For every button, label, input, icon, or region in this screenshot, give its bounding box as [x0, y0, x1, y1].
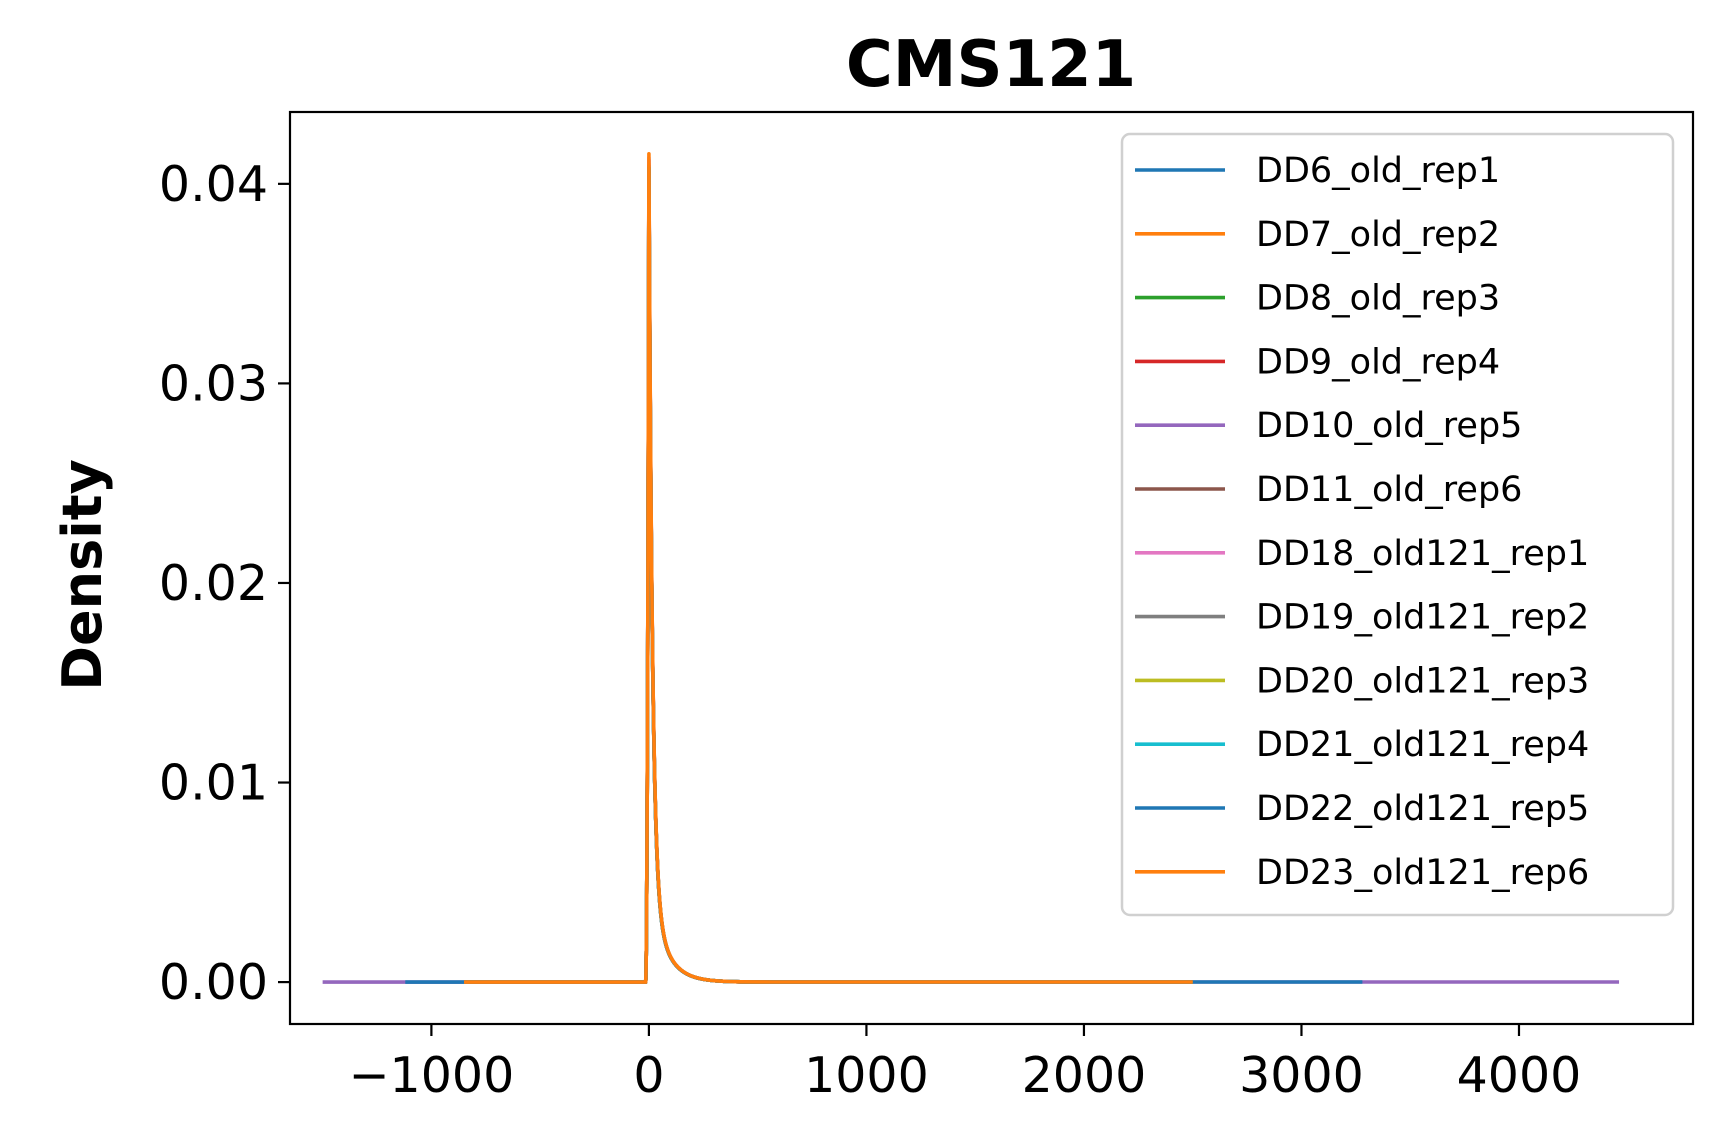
- series-line-6: [464, 169, 1193, 984]
- series-line-2: [464, 162, 1193, 984]
- y-tick-label: 0.00: [159, 954, 268, 1011]
- legend-label: DD22_old121_rep5: [1256, 789, 1589, 829]
- legend-label: DD19_old121_rep2: [1256, 598, 1589, 638]
- series-line-7: [464, 156, 1193, 984]
- legend-label: DD11_old_rep6: [1256, 470, 1522, 510]
- x-tick-label: 3000: [1239, 1047, 1364, 1104]
- legend: DD6_old_rep1 DD7_old_rep2 DD8_old_rep3 DD9_…: [1120, 132, 1675, 917]
- y-tick-label: 0.03: [159, 355, 268, 412]
- x-tick-label: −1000: [349, 1047, 515, 1104]
- series-line-10: [464, 167, 1193, 984]
- legend-label: DD8_old_rep3: [1256, 279, 1500, 319]
- x-tick-label: 1000: [804, 1047, 929, 1104]
- series-line-11: [464, 166, 1193, 984]
- legend-label: DD10_old_rep5: [1256, 406, 1522, 446]
- y-axis-label: Density: [51, 459, 114, 691]
- legend-label: DD7_old_rep2: [1256, 215, 1500, 255]
- y-tick-label: 0.01: [159, 755, 268, 812]
- legend-label: DD21_old121_rep4: [1256, 725, 1589, 765]
- ticks-layer: −1000 0 1000 2000 3000 4000 0.00 0.01 0.02 0.03 0.…: [159, 156, 1581, 1104]
- legend-label: DD18_old121_rep1: [1256, 534, 1589, 574]
- x-tick-label: 2000: [1022, 1047, 1147, 1104]
- series-line-4: [464, 167, 1193, 984]
- legend-label: DD20_old121_rep3: [1256, 661, 1589, 701]
- legend-label: DD6_old_rep1: [1256, 151, 1500, 191]
- x-tick-label: 4000: [1457, 1047, 1582, 1104]
- x-tick-label: 0: [633, 1047, 664, 1104]
- legend-box: [1120, 132, 1675, 917]
- series-line-3: [464, 166, 1193, 984]
- series-layer: [322, 152, 1620, 984]
- series-line-8: [464, 164, 1193, 984]
- series-line-9: [464, 166, 1193, 984]
- y-tick-label: 0.02: [159, 555, 268, 612]
- legend-label: DD23_old121_rep6: [1256, 853, 1589, 893]
- y-tick-label: 0.04: [159, 156, 268, 213]
- chart-title: CMS121: [846, 28, 1136, 102]
- series-line-12: [464, 152, 1193, 984]
- plot-frame: [288, 110, 1695, 1026]
- legend-label: DD9_old_rep4: [1256, 342, 1500, 382]
